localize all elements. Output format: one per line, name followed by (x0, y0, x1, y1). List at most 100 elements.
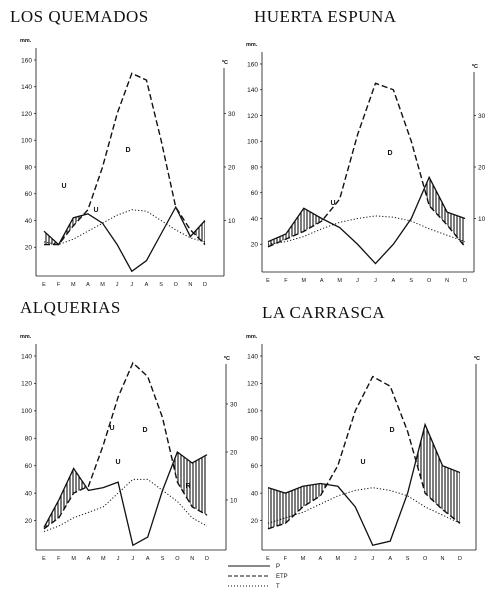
precipitation-line (43, 205, 206, 273)
month-label: D (203, 282, 207, 288)
y2-tick-label: 30 (478, 113, 486, 120)
month-label: F (57, 556, 61, 562)
month-label: S (161, 556, 165, 562)
month-label: F (57, 282, 61, 288)
month-label: A (145, 282, 149, 288)
month-label: O (427, 278, 432, 284)
month-label: M (71, 556, 76, 562)
zone-label-d: D (125, 147, 130, 154)
etp-line (267, 375, 461, 530)
month-label: A (388, 556, 392, 562)
surplus-hatch (73, 468, 87, 494)
y-tick-label: 20 (251, 518, 259, 525)
y-tick-label: 140 (21, 353, 32, 360)
month-label: J (130, 282, 133, 288)
surplus-hatch (177, 452, 193, 507)
y-tick-label: 140 (247, 87, 258, 94)
chart-title: HUERTA ESPUNA (254, 7, 397, 26)
legend: P ETP T (228, 564, 288, 590)
y-axis-unit: mm. (20, 38, 32, 44)
surplus-hatch (193, 220, 205, 245)
month-label: S (159, 282, 163, 288)
month-label: A (146, 556, 150, 562)
chart-panel-2: HUERTA ESPUNA mm. 20 40 60 80 100 120 140 160 E F M A… (246, 7, 486, 284)
month-label: E (266, 278, 270, 284)
y-axis-unit: mm. (20, 334, 32, 340)
surplus-hatch (192, 454, 207, 516)
month-label: M (101, 556, 106, 562)
chart-panel-4: LA CARRASCA mm. 20 40 60 80 100 120 140 E F M A M J J A S… (246, 303, 480, 562)
month-label: M (336, 556, 341, 562)
y2-tick-label: 20 (228, 164, 236, 171)
surplus-hatch (447, 212, 465, 247)
zone-label-d: D (389, 427, 394, 434)
month-label: A (86, 282, 90, 288)
y-tick-label: 160 (247, 61, 258, 68)
y-tick-label: 100 (247, 139, 258, 146)
zone-label-d: D (142, 427, 147, 434)
month-label: E (42, 282, 46, 288)
month-label: M (337, 278, 342, 284)
month-label: O (174, 282, 179, 288)
surplus-hatch (268, 487, 286, 529)
y-tick-label: 120 (247, 381, 258, 388)
chart-title: ALQUERIAS (20, 298, 121, 317)
month-label: F (284, 278, 288, 284)
month-label: A (319, 556, 323, 562)
zone-label-u: U (93, 207, 98, 214)
etp-line (43, 361, 208, 530)
surplus-hatch (58, 468, 74, 518)
month-label: J (356, 278, 359, 284)
surplus-hatch (424, 177, 430, 206)
month-label: D (205, 556, 209, 562)
y-tick-label: 40 (251, 216, 259, 223)
precipitation-line (267, 422, 461, 547)
month-label: E (42, 556, 46, 562)
y-tick-label: 80 (25, 164, 33, 171)
y-tick-label: 60 (251, 463, 259, 470)
month-label: D (463, 278, 467, 284)
y-tick-label: 120 (21, 111, 32, 118)
y-tick-label: 100 (247, 408, 258, 415)
y-tick-label: 160 (21, 57, 32, 64)
zone-label-u: U (61, 183, 66, 190)
month-label: S (406, 556, 410, 562)
y2-tick-label: 10 (230, 497, 238, 504)
y-axis-unit: mm. (246, 334, 258, 340)
month-label: M (302, 278, 307, 284)
month-label: J (117, 556, 120, 562)
surplus-hatch (285, 486, 303, 524)
y-tick-label: 100 (21, 408, 32, 415)
surplus-hatch (425, 424, 443, 510)
month-label: J (354, 556, 357, 562)
y-tick-label: 60 (25, 463, 33, 470)
y-tick-label: 140 (21, 84, 32, 91)
zone-label-u: U (330, 200, 335, 207)
month-label: M (71, 282, 76, 288)
y2-axis-unit: ºC (472, 64, 478, 70)
y2-tick-label: 20 (478, 164, 486, 171)
y-tick-label: 20 (25, 245, 33, 252)
y-tick-label: 100 (21, 138, 32, 145)
y2-tick-label: 10 (228, 218, 236, 225)
y-tick-label: 120 (21, 381, 32, 388)
month-label: A (87, 556, 91, 562)
y-tick-label: 80 (251, 164, 259, 171)
y-tick-label: 80 (25, 436, 33, 443)
temperature-line (267, 215, 466, 245)
surplus-hatch (429, 177, 448, 225)
temperature-line (43, 209, 206, 246)
etp-line (44, 72, 206, 246)
etp-line (267, 82, 466, 248)
y-tick-label: 20 (25, 518, 33, 525)
month-label: S (409, 278, 413, 284)
y-tick-label: 80 (251, 436, 259, 443)
y-axis-unit: mm. (246, 42, 258, 48)
chart-title: LA CARRASCA (262, 303, 385, 322)
chart-title: LOS QUEMADOS (10, 7, 149, 26)
surplus-hatch (415, 424, 426, 494)
month-label: J (116, 282, 119, 288)
y-tick-label: 60 (251, 190, 259, 197)
surplus-hatch (268, 233, 286, 247)
